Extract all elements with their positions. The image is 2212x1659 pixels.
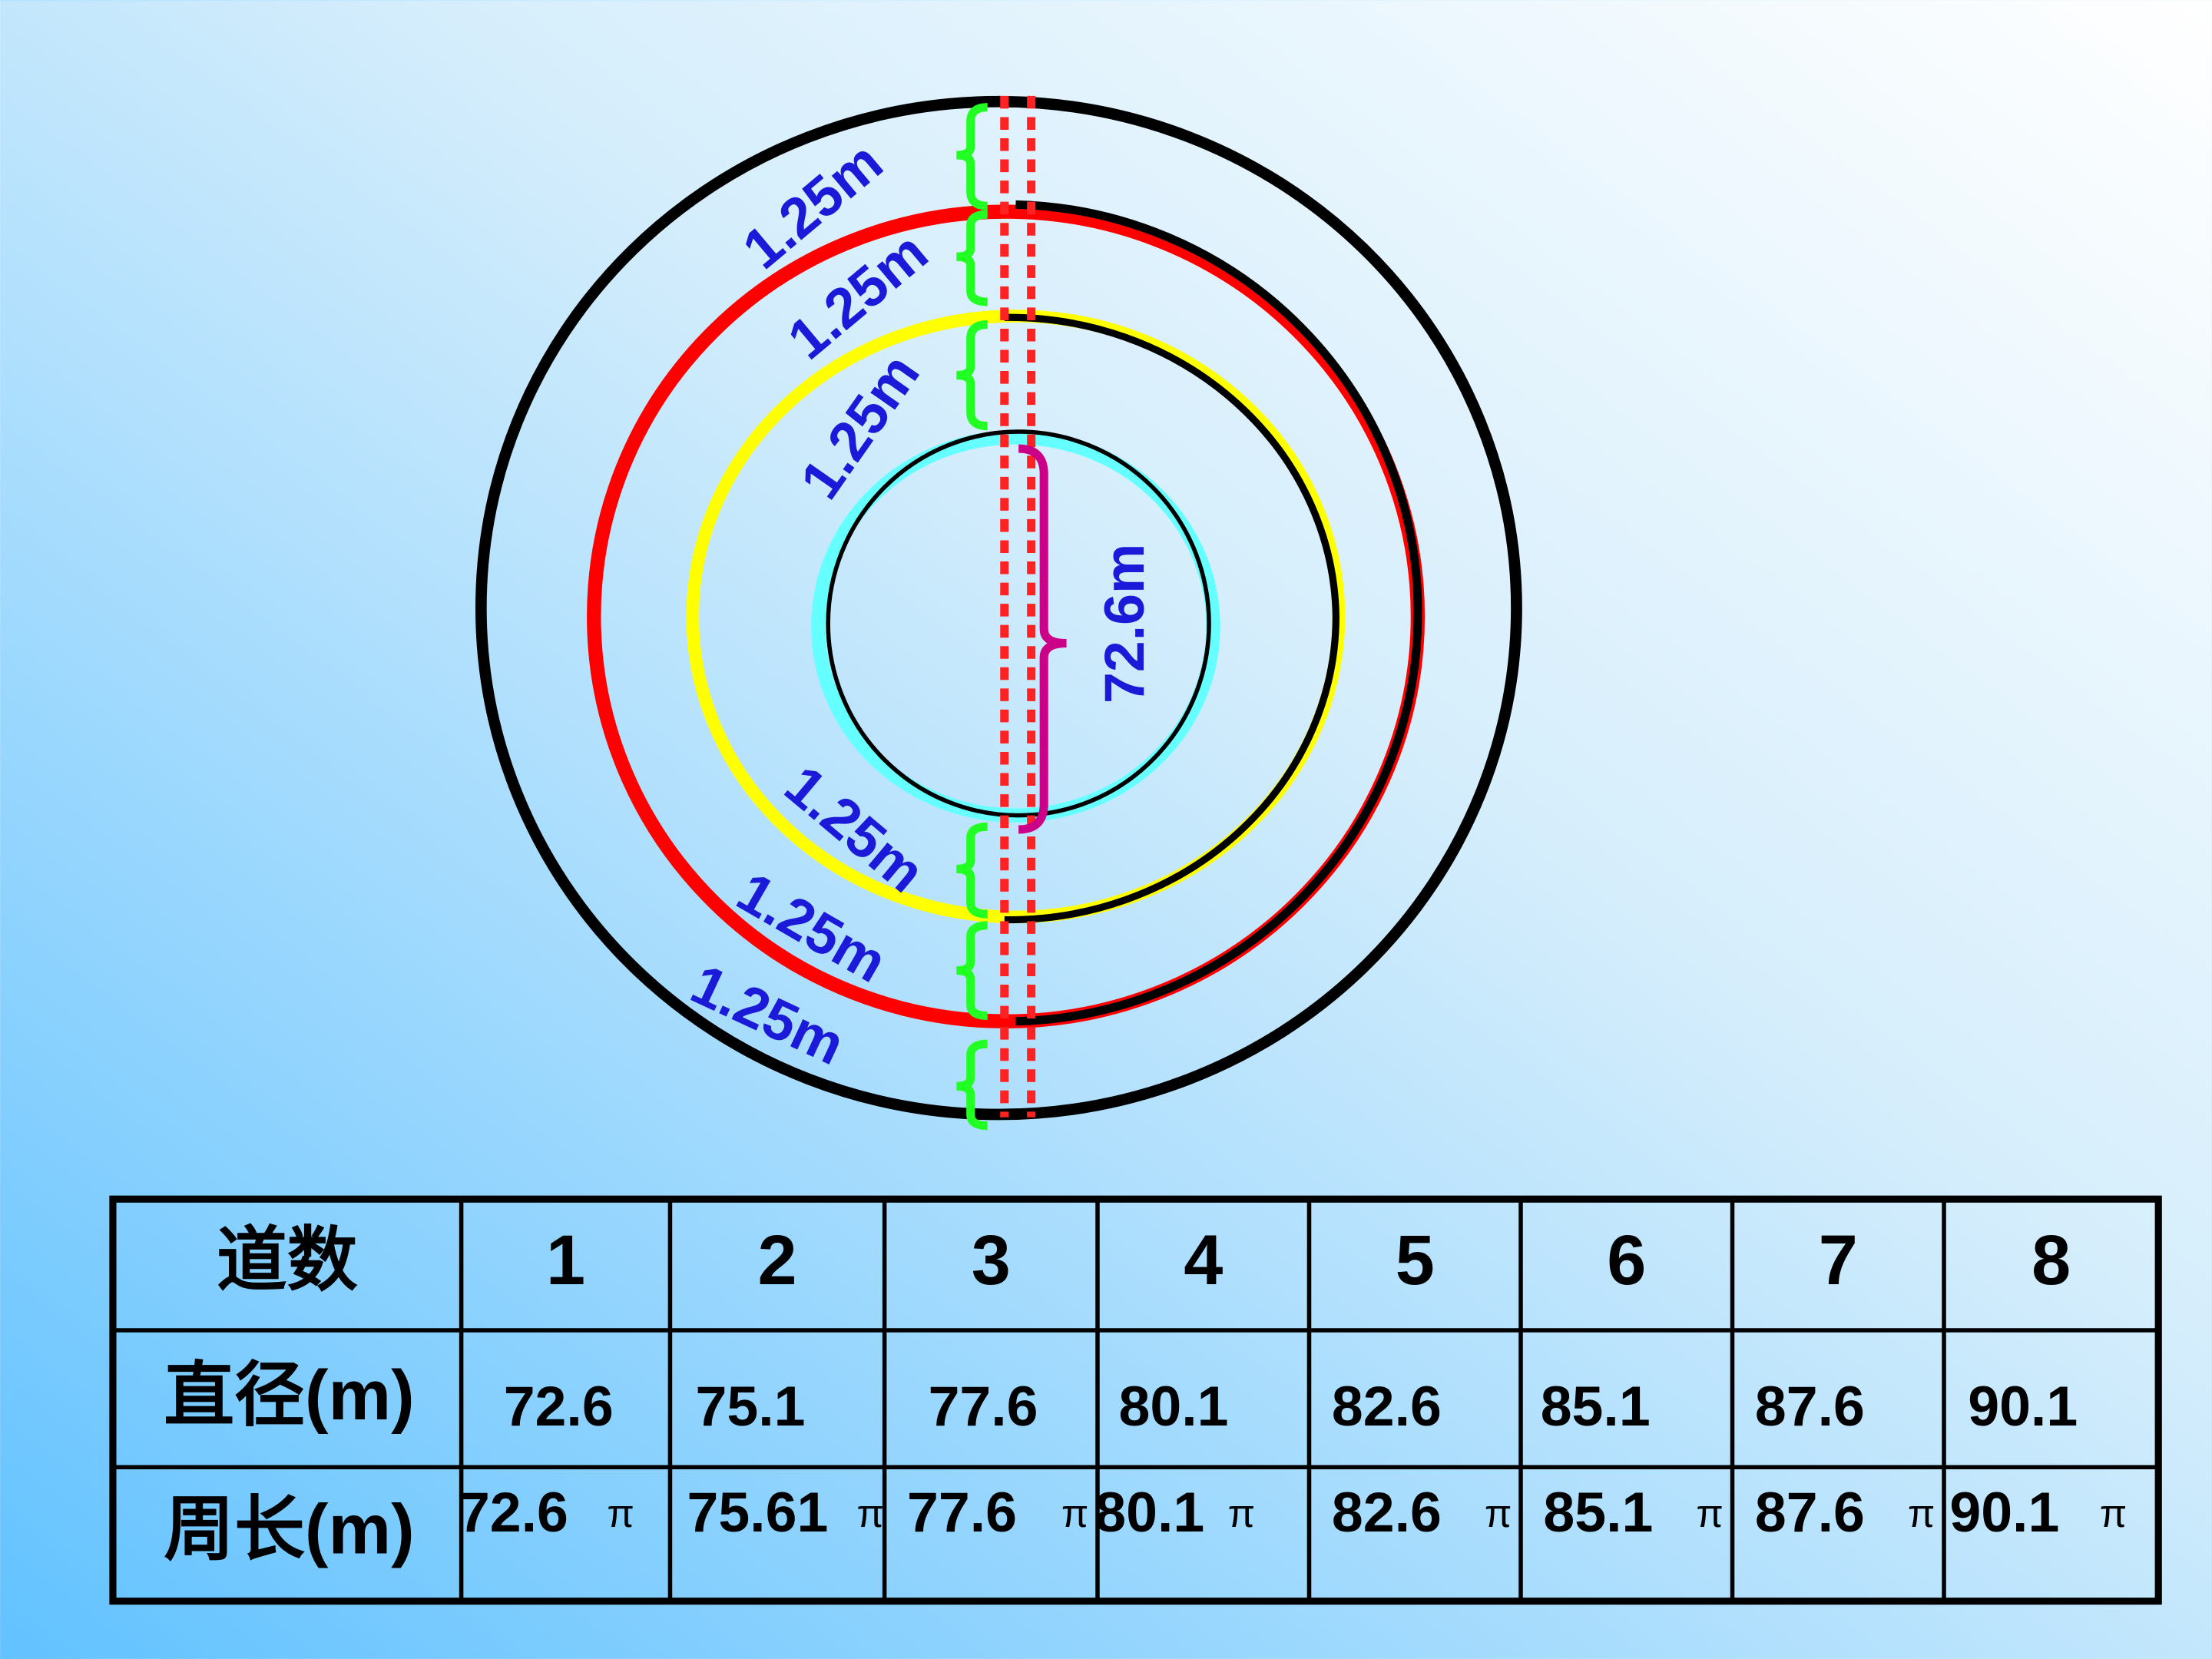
pi-symbol: π (1061, 1491, 1088, 1535)
brace (956, 320, 988, 431)
table-cell: 75.1 (696, 1374, 806, 1438)
pi-symbol: π (857, 1491, 884, 1535)
lane-arc (1015, 200, 1422, 1026)
header-cell: 1 (546, 1221, 585, 1300)
lane-circle-8 (475, 95, 1522, 1121)
header-cell: 6 (1607, 1221, 1646, 1300)
brace (956, 103, 988, 210)
table-cell: 90.1 (1968, 1374, 2078, 1438)
table-cell: 72.6 (459, 1480, 568, 1544)
table: 道数 1 2 3 4 5 6 7 8 直径(m) 72.6 75.1 77.6 80.1 82.6 85.1 8… (109, 1195, 2162, 1605)
header-cell: 道数 (217, 1221, 358, 1300)
table-cell: 85.1 (1541, 1374, 1651, 1438)
lane-circle-inner (826, 429, 1211, 818)
row-header: 直径(m) (164, 1356, 414, 1435)
table-cell: 72.6 (504, 1374, 614, 1438)
row-header: 周长(m) (164, 1491, 414, 1569)
table-border (109, 1195, 2162, 1605)
pi-symbol: π (1696, 1491, 1723, 1535)
table-cell: 80.1 (1094, 1480, 1204, 1544)
table-cell: 87.6 (1755, 1480, 1865, 1544)
diameter-label: 72.6m (1092, 544, 1156, 704)
table-cell: 77.6 (929, 1374, 1038, 1438)
header-cell: 7 (1819, 1221, 1858, 1300)
pi-symbol: π (2100, 1491, 2127, 1535)
header-cell: 5 (1396, 1221, 1435, 1300)
circles (475, 95, 1522, 1121)
table-cell: 85.1 (1543, 1480, 1653, 1544)
brace (956, 210, 988, 306)
brace (956, 1039, 988, 1131)
table-cell: 80.1 (1119, 1374, 1229, 1438)
brace (956, 921, 988, 1020)
pi-symbol: π (607, 1491, 634, 1535)
lane-braces (956, 103, 988, 1131)
diameter-lines (1000, 95, 1036, 1118)
table-cell: 82.6 (1332, 1374, 1442, 1438)
table-cell: 87.6 (1755, 1374, 1865, 1438)
lane-arc (1004, 313, 1339, 924)
lane-label: 1.25m (787, 343, 931, 510)
brace (956, 822, 988, 919)
header-cell: 3 (972, 1221, 1011, 1300)
header-cell: 2 (758, 1221, 797, 1300)
table-cell: 75.61 (687, 1480, 828, 1544)
table-cell: 77.6 (907, 1480, 1017, 1544)
diameter-brace (1018, 444, 1067, 834)
pi-symbol: π (1908, 1491, 1935, 1535)
table-cell: 90.1 (1949, 1480, 2059, 1544)
header-cell: 8 (2032, 1221, 2071, 1300)
table-cell: 82.6 (1332, 1480, 1442, 1544)
header-cell: 4 (1184, 1221, 1223, 1300)
pi-symbol: π (1485, 1491, 1512, 1535)
pi-symbol: π (1228, 1491, 1255, 1535)
